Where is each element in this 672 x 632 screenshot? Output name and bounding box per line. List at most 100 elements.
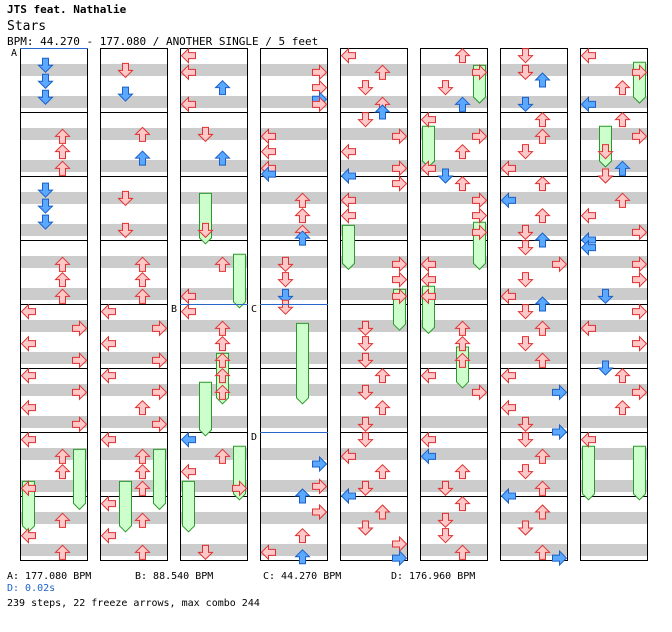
step-arrow-down — [517, 48, 534, 64]
step-arrow-down — [517, 464, 534, 480]
freeze-arrow — [199, 381, 212, 437]
step-arrow-up — [134, 271, 151, 288]
step-arrow-right — [472, 207, 488, 224]
step-arrow-up — [534, 296, 551, 312]
artist-line: JTS feat. Nathalie — [7, 3, 127, 16]
step-arrow-left — [340, 448, 356, 465]
step-arrow-up — [54, 512, 71, 528]
step-arrow-down — [197, 126, 214, 143]
beat-stripe — [580, 160, 648, 172]
beat-stripe — [260, 384, 328, 396]
step-arrow-right — [392, 128, 408, 145]
step-arrow-down — [37, 182, 54, 198]
step-arrow-down — [517, 96, 534, 113]
step-arrow-left — [20, 367, 36, 384]
step-arrow-down — [597, 144, 614, 160]
step-arrow-up — [374, 504, 391, 520]
step-arrow-up — [294, 527, 311, 544]
beat-stripe — [420, 416, 488, 428]
beat-stripe — [500, 352, 568, 364]
beat-stripe — [100, 384, 168, 396]
beat-stripe — [20, 512, 88, 524]
step-arrow-right — [632, 128, 648, 145]
freeze-arrow — [182, 480, 195, 533]
step-arrow-left — [580, 320, 596, 337]
step-arrow-right — [392, 288, 408, 305]
step-arrow-left — [180, 463, 196, 480]
step-arrow-left — [420, 288, 436, 305]
beat-stripe — [180, 192, 248, 204]
beat-stripe — [20, 320, 88, 332]
step-arrow-left — [100, 431, 116, 448]
step-arrow-up — [134, 480, 151, 496]
step-arrow-up — [534, 504, 551, 520]
beat-stripe — [260, 288, 328, 300]
beat-stripe — [180, 96, 248, 108]
beat-stripe — [420, 352, 488, 364]
beat-stripe — [340, 160, 408, 172]
step-arrow-left — [340, 207, 356, 224]
step-arrow-left — [20, 480, 36, 497]
beat-stripe — [500, 288, 568, 300]
beat-stripe — [100, 352, 168, 364]
step-arrow-up — [454, 463, 471, 480]
beat-stripe — [420, 64, 488, 76]
step-arrow-left — [180, 431, 196, 448]
beat-stripe — [580, 480, 648, 492]
beat-stripe — [580, 320, 648, 332]
step-arrow-up — [534, 128, 551, 144]
beat-stripe — [580, 256, 648, 268]
step-arrow-left — [500, 192, 516, 209]
step-arrow-down — [357, 480, 374, 497]
panel-border — [580, 48, 648, 561]
freeze-arrow — [422, 125, 435, 168]
beat-stripe — [500, 160, 568, 172]
freeze-arrow — [153, 448, 166, 511]
beat-stripe — [20, 128, 88, 140]
step-arrow-down — [517, 336, 534, 352]
step-arrow-up — [534, 175, 551, 192]
beat-stripe — [180, 224, 248, 236]
step-arrow-left — [100, 335, 116, 352]
beat-stripe — [580, 192, 648, 204]
step-arrow-left — [100, 527, 116, 544]
beat-stripe — [500, 384, 568, 396]
step-arrow-up — [54, 544, 71, 560]
step-arrow-down — [517, 416, 534, 433]
beat-stripe — [100, 544, 168, 556]
freeze-arrow — [73, 448, 86, 511]
step-arrow-up — [134, 544, 151, 560]
step-arrow-up — [134, 256, 151, 272]
freeze-arrow — [633, 445, 646, 501]
step-arrow-right — [552, 423, 568, 441]
beat-stripe — [500, 448, 568, 460]
step-arrow-up — [134, 448, 151, 464]
beat-stripe — [260, 128, 328, 140]
step-arrow-down — [277, 299, 294, 315]
step-arrow-down — [357, 320, 374, 337]
freeze-arrow — [296, 322, 309, 405]
step-arrow-right — [312, 96, 328, 113]
step-arrow-down — [357, 520, 374, 536]
step-arrow-up — [454, 47, 471, 64]
step-arrow-right — [392, 271, 408, 288]
beat-stripe — [260, 544, 328, 556]
step-arrow-up — [614, 399, 631, 416]
step-arrow-right — [72, 320, 88, 337]
beat-stripe — [180, 160, 248, 172]
step-arrow-up — [134, 399, 151, 416]
panel-border — [100, 48, 168, 561]
step-arrow-up — [214, 150, 231, 166]
step-arrow-up — [54, 271, 71, 288]
beat-stripe — [500, 512, 568, 524]
step-arrow-left — [420, 111, 436, 128]
beat-stripe — [180, 384, 248, 396]
beat-stripe — [260, 512, 328, 524]
step-arrow-left — [420, 367, 436, 384]
beat-stripe — [20, 352, 88, 364]
step-arrow-left — [180, 96, 196, 113]
beat-stripe — [100, 320, 168, 332]
beat-stripe — [180, 288, 248, 300]
beat-stripe — [180, 64, 248, 76]
beat-stripe — [340, 384, 408, 396]
